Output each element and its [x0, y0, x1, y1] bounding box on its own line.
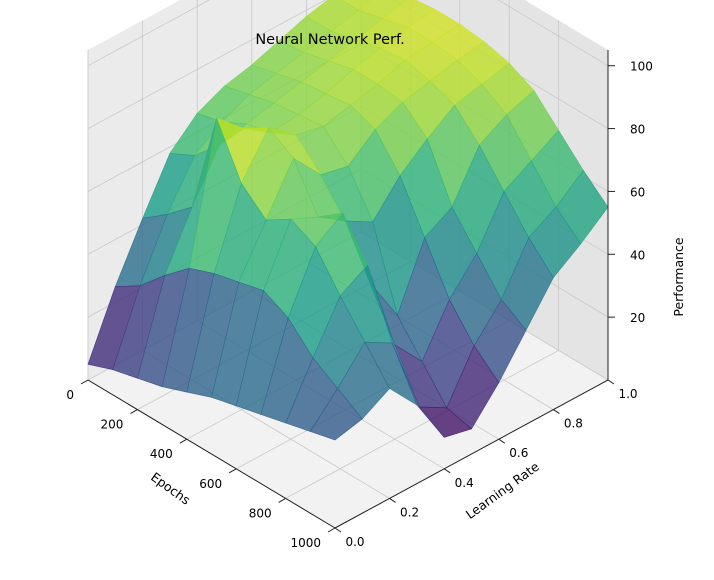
grid-line-z: [87, 0, 609, 67]
y-tick-label-mark: [498, 438, 506, 444]
y-tick-label-mark: [334, 527, 342, 533]
x-tick-label-mark: [228, 468, 237, 474]
y-tick-label-mark: [553, 409, 560, 415]
x-tick-label: 800: [249, 506, 272, 520]
z-tick-label: 100: [630, 60, 653, 74]
x-tick-label: 1000: [290, 536, 321, 550]
x-tick-label-mark: [130, 409, 138, 415]
y-tick-label: 1.0: [618, 387, 637, 401]
x-tick-label: 400: [150, 447, 173, 461]
y-axis-line: [334, 379, 609, 529]
y-tick-label-mark: [607, 379, 615, 385]
x-tick-label: 200: [100, 418, 123, 432]
y-axis-title: Learning Rate: [463, 459, 542, 522]
chart-title: Neural Network Perf.: [255, 32, 404, 48]
x-axis-line: [87, 379, 336, 529]
z-tick-label: 80: [630, 123, 645, 137]
axis-lines: [87, 50, 609, 529]
tick-labels: 0 200 400 600 800 1000 0.0 0.2 0.4 0.6 0.8 1.0 20 40 6…: [66, 60, 653, 550]
z-tick-label: 20: [630, 311, 645, 325]
x-tick-label: 0: [66, 388, 74, 402]
x-tick-label: 600: [199, 477, 222, 491]
y-tick-label: 0.4: [455, 476, 474, 490]
x-tick-label-mark: [278, 497, 286, 503]
x-axis-title: Epochs: [148, 469, 193, 507]
y-tick-label-mark: [389, 497, 396, 503]
z-axis-title: Performance: [671, 237, 686, 317]
y-tick-label: 0.8: [564, 417, 583, 431]
y-tick-label: 0.2: [400, 505, 419, 519]
x-tick-label-mark: [327, 527, 336, 533]
z-tick-label: 60: [630, 185, 645, 199]
z-tick-label: 40: [630, 248, 645, 262]
surface-mesh: [87, 0, 609, 441]
y-tick-label: 0.6: [509, 446, 528, 460]
x-tick-label-mark: [80, 379, 89, 385]
surface-patch: [309, 387, 363, 441]
y-tick-label-mark: [443, 468, 451, 474]
y-tick-label: 0.0: [345, 535, 364, 549]
grid-line-z: [87, 0, 609, 129]
x-tick-label-mark: [179, 438, 188, 444]
